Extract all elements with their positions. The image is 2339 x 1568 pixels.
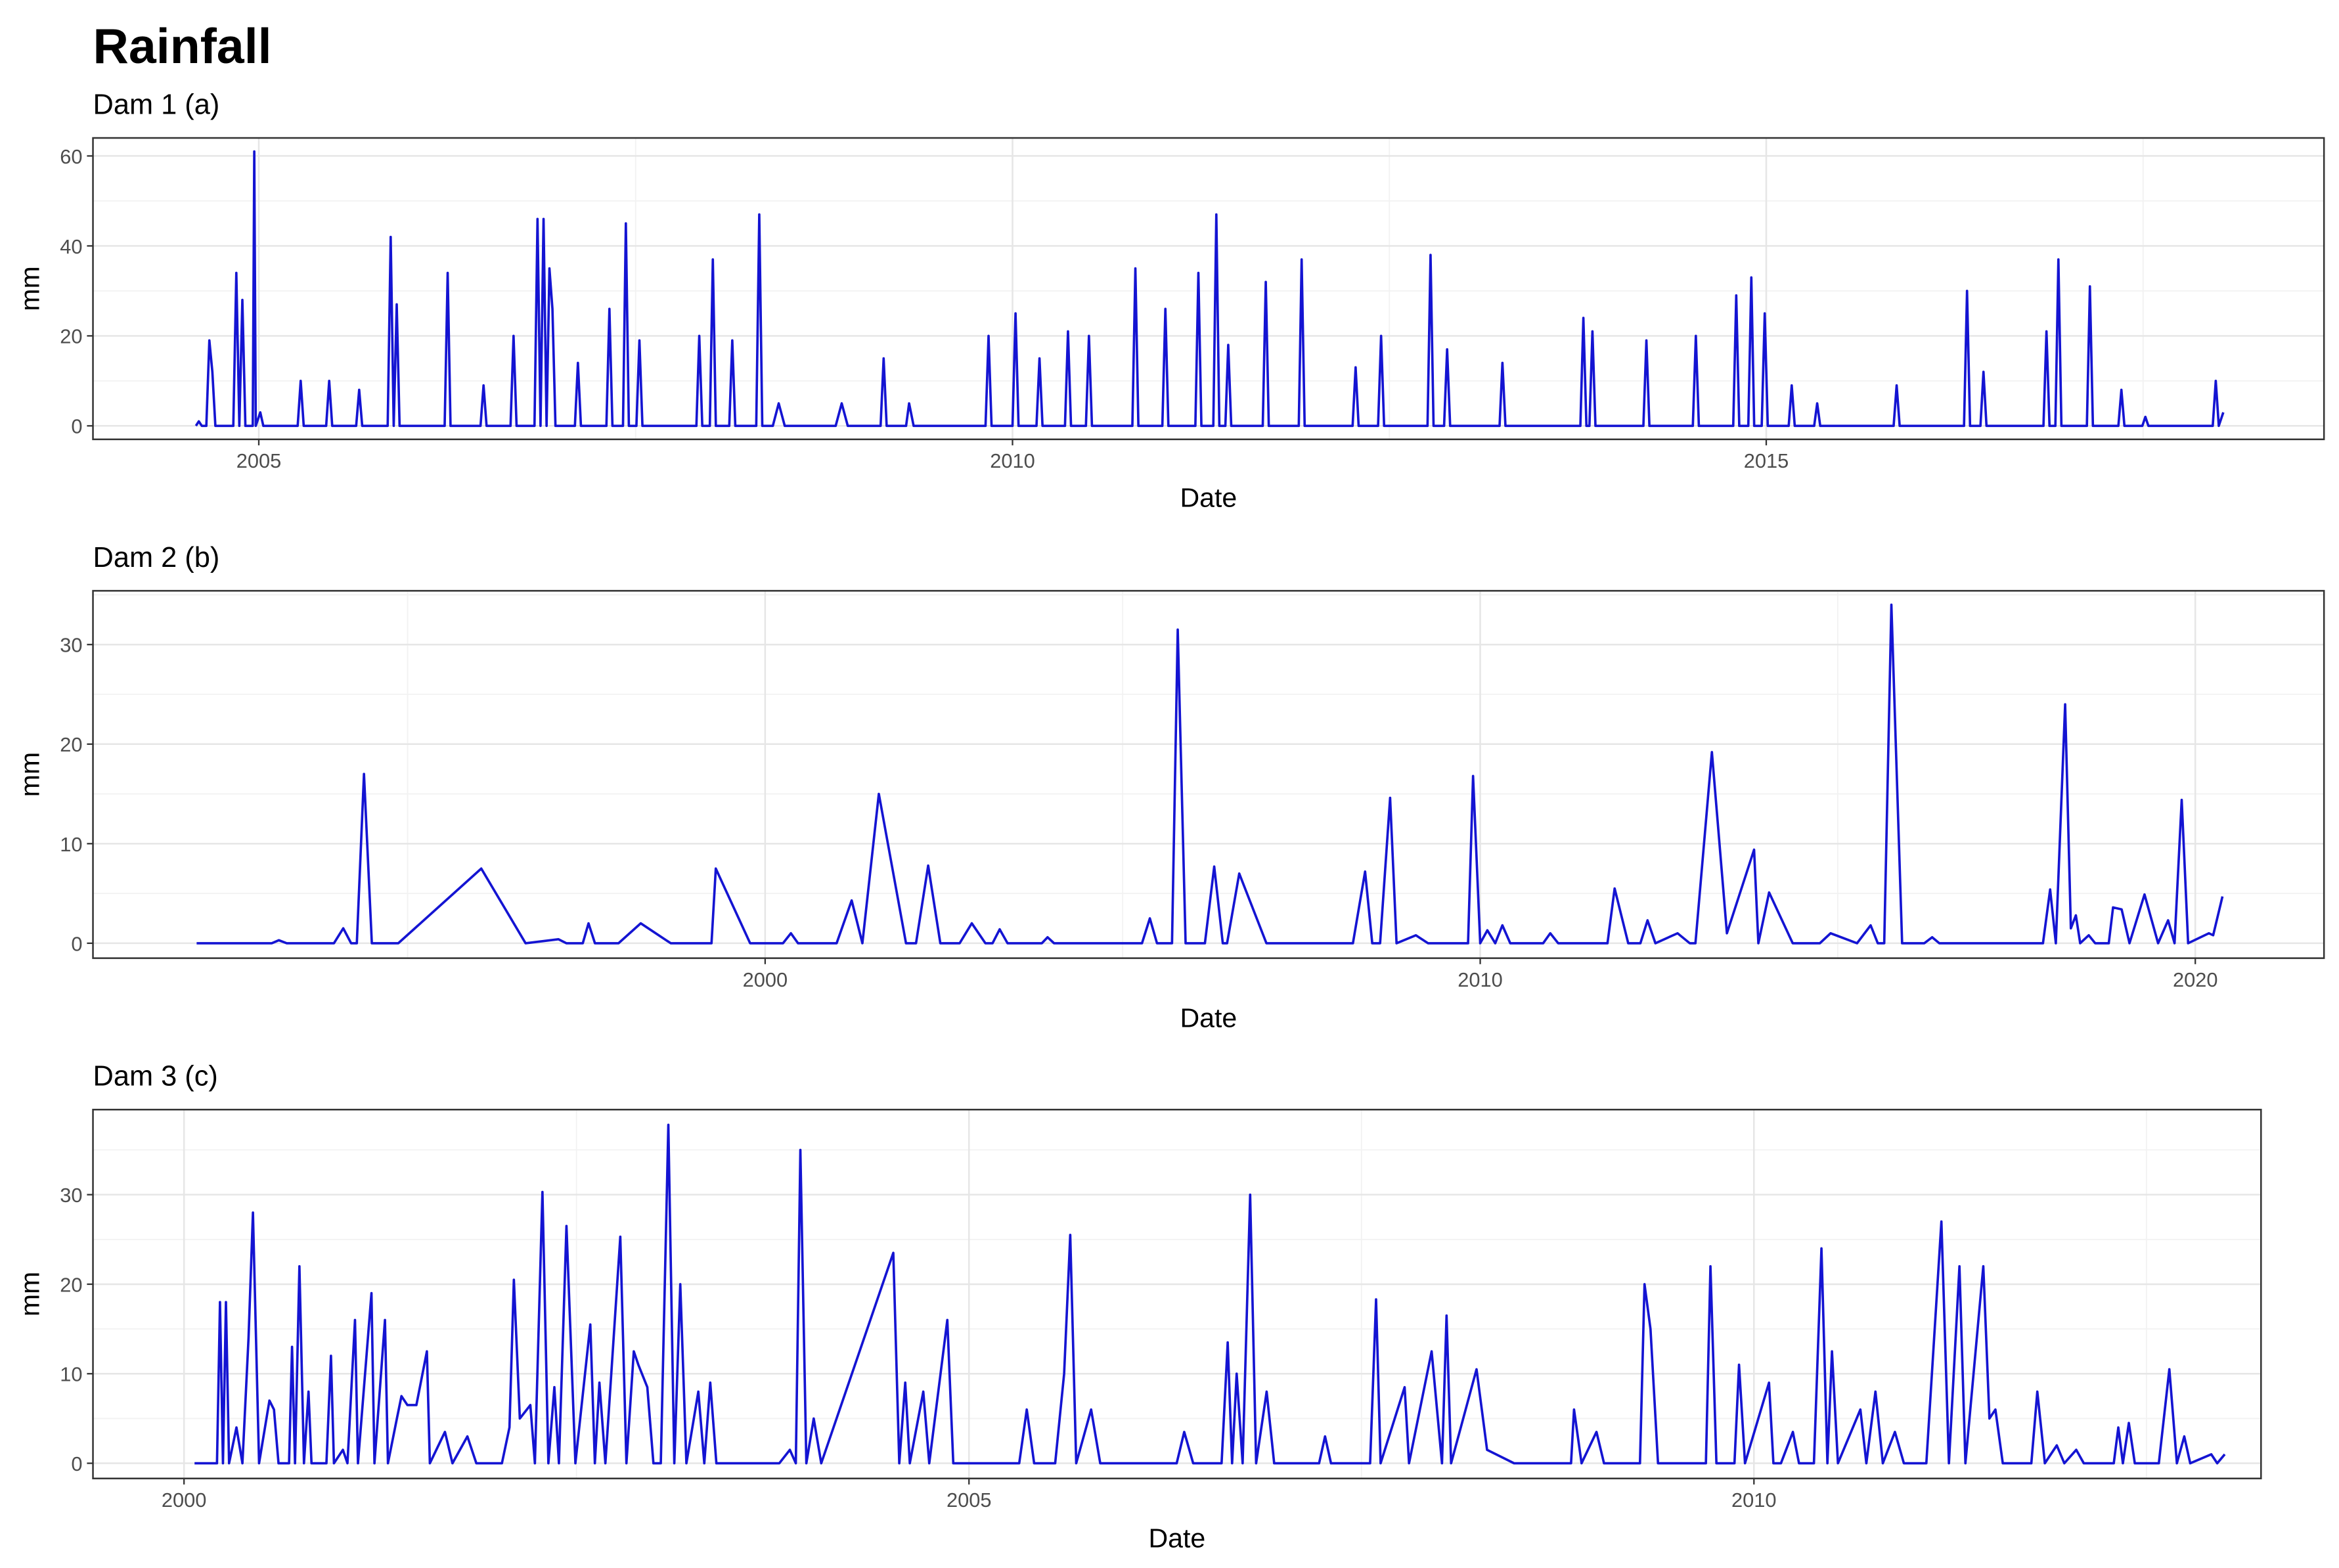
x-tick-label: 2005 (236, 449, 282, 472)
x-tick-label: 2010 (1458, 968, 1503, 991)
x-axis-label: Date (1149, 1523, 1206, 1554)
y-tick-label: 60 (60, 145, 82, 168)
y-tick-label: 20 (60, 325, 82, 348)
figure-title: Rainfall (93, 18, 272, 74)
plot-border (92, 137, 2325, 441)
plot-border (92, 590, 2325, 959)
y-tick-label: 0 (71, 1452, 82, 1475)
x-tick-label: 2010 (990, 449, 1035, 472)
y-axis-label: mm (14, 752, 45, 797)
x-tick-label: 2015 (1744, 449, 1789, 472)
y-tick-label: 30 (60, 1184, 82, 1207)
plot-panel (93, 591, 2325, 958)
x-axis-label: Date (1180, 483, 1237, 513)
rainfall-line (194, 150, 2225, 428)
x-tick-label: 2000 (743, 968, 788, 991)
rainfall-line (196, 603, 2224, 945)
x-tick-label: 2000 (162, 1489, 207, 1512)
y-tick-label: 10 (60, 833, 82, 856)
y-tick-label: 0 (71, 415, 82, 438)
y-tick-label: 20 (60, 1273, 82, 1296)
y-axis-label: mm (14, 1272, 45, 1316)
rainfall-line (194, 1123, 2226, 1465)
x-tick-label: 2005 (947, 1489, 992, 1512)
y-tick-label: 10 (60, 1363, 82, 1386)
x-tick-label: 2020 (2173, 968, 2218, 991)
subtitle: Dam 3 (c) (93, 1061, 218, 1092)
x-axis-label: Date (1180, 1003, 1237, 1033)
y-tick-label: 0 (71, 932, 82, 955)
y-tick-label: 40 (60, 235, 82, 258)
plot-panel (93, 1109, 2261, 1479)
x-tick-label: 2010 (1731, 1489, 1777, 1512)
plot-panel (93, 138, 2325, 439)
plot-border (92, 1108, 2262, 1479)
y-axis-label: mm (14, 266, 45, 311)
subtitle: Dam 1 (a) (93, 89, 220, 120)
subtitle: Dam 2 (b) (93, 542, 220, 573)
y-tick-label: 20 (60, 733, 82, 756)
y-tick-label: 30 (60, 634, 82, 657)
